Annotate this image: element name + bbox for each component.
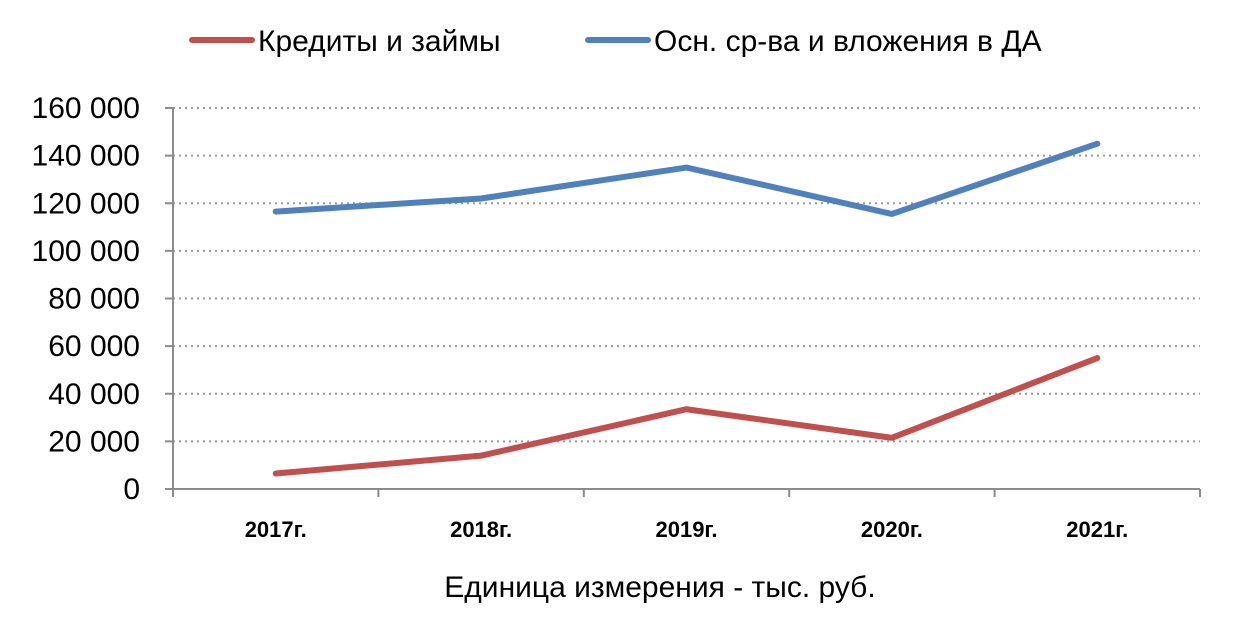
- gridlines: [173, 107, 1200, 443]
- y-tick-label: 0: [123, 473, 140, 506]
- y-tick-label: 160 000: [32, 92, 140, 125]
- y-tick-label: 120 000: [32, 187, 140, 220]
- data-point: [479, 454, 483, 458]
- series-line-2: [272, 140, 1101, 217]
- data-point: [1095, 356, 1099, 360]
- series-lines: [272, 140, 1101, 477]
- y-axis-tick-labels: 0 20 000 40 000 60 000 80 000 100 000 120 000 1…: [32, 92, 140, 506]
- legend: Кредиты и займы Осн. ср-ва и вложения в Д…: [189, 25, 1042, 58]
- y-tick-label: 140 000: [32, 140, 140, 173]
- data-point: [890, 212, 894, 216]
- x-tick-label: 2019г.: [655, 517, 717, 542]
- data-point: [890, 436, 894, 440]
- data-point: [1095, 142, 1099, 146]
- y-tick-label: 20 000: [48, 425, 140, 458]
- y-tick-label: 40 000: [48, 378, 140, 411]
- axes: [165, 107, 1201, 497]
- x-axis-tick-labels: 2017г. 2018г. 2019г. 2020г. 2021г.: [245, 517, 1129, 542]
- y-tick-label: 80 000: [48, 283, 140, 316]
- x-tick-label: 2021г.: [1066, 517, 1128, 542]
- data-point: [479, 196, 483, 200]
- x-axis-label: Единица измерения - тыс. руб.: [444, 571, 875, 604]
- legend-label: Осн. ср-ва и вложения в ДА: [654, 25, 1042, 58]
- data-point: [274, 472, 278, 476]
- y-tick-label: 100 000: [32, 235, 140, 268]
- series-line-1: [272, 355, 1101, 477]
- data-point: [685, 407, 688, 411]
- x-tick-label: 2018г.: [450, 517, 512, 542]
- x-tick-label: 2020г.: [861, 517, 923, 542]
- y-tick-label: 60 000: [48, 330, 140, 363]
- x-tick-label: 2017г.: [245, 517, 307, 542]
- data-point: [274, 210, 278, 214]
- data-point: [685, 166, 688, 170]
- legend-label: Кредиты и займы: [258, 25, 501, 58]
